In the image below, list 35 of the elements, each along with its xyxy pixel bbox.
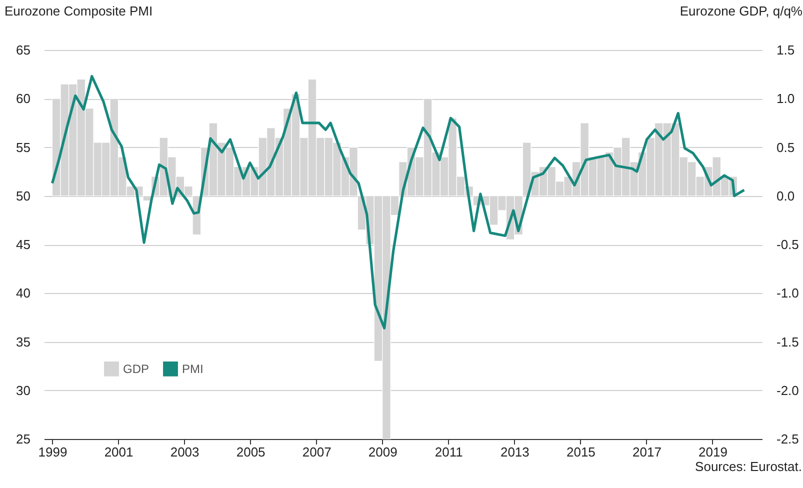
- x-tick-label: 2015: [566, 444, 596, 460]
- legend-label: PMI: [182, 362, 204, 376]
- x-tick-label: 2003: [170, 444, 200, 460]
- y-tick-label: 30: [16, 382, 30, 398]
- x-tick-label: 1999: [38, 444, 68, 460]
- y2-tick-label: -2.0: [776, 382, 799, 398]
- x-tick-label: 2005: [236, 444, 266, 460]
- y2-tick-label: -1.0: [776, 286, 799, 301]
- x-tick-label: 2017: [632, 444, 662, 460]
- x-tick-label: 2019: [698, 444, 728, 460]
- x-tick-label: 2001: [104, 444, 134, 460]
- x-tick-label: 2013: [500, 444, 530, 460]
- y-tick-label: 40: [16, 286, 30, 301]
- legend-label: GDP: [123, 362, 150, 376]
- x-tick-label: 2011: [434, 444, 463, 460]
- y2-axis-title: Eurozone GDP, q/q%: [680, 4, 803, 18]
- y2-tick-label: -0.5: [776, 237, 799, 252]
- y2-tick-label: 0.0: [776, 188, 795, 204]
- y2-tick-label: 0.5: [776, 140, 795, 155]
- y2-tick-label: 1.0: [776, 91, 795, 106]
- y-tick-label: 55: [16, 140, 30, 155]
- x-tick-label: 2009: [368, 444, 398, 460]
- y-axis-title: Eurozone Composite PMI: [4, 4, 153, 18]
- y2-tick-label: -2.5: [776, 432, 799, 446]
- x-tick-label: 2007: [302, 444, 332, 460]
- y-tick-label: 25: [16, 432, 30, 446]
- y2-tick-label: -1.5: [776, 334, 799, 350]
- y-tick-label: 50: [16, 188, 30, 204]
- y-tick-label: 65: [16, 42, 30, 58]
- y2-tick-label: 1.5: [776, 42, 795, 58]
- y-tick-label: 45: [16, 237, 30, 252]
- y-tick-label: 35: [16, 334, 30, 350]
- line-series: [50, 74, 746, 330]
- y-tick-label: 60: [16, 91, 30, 106]
- source-note: Sources: Eurostat.: [695, 459, 802, 474]
